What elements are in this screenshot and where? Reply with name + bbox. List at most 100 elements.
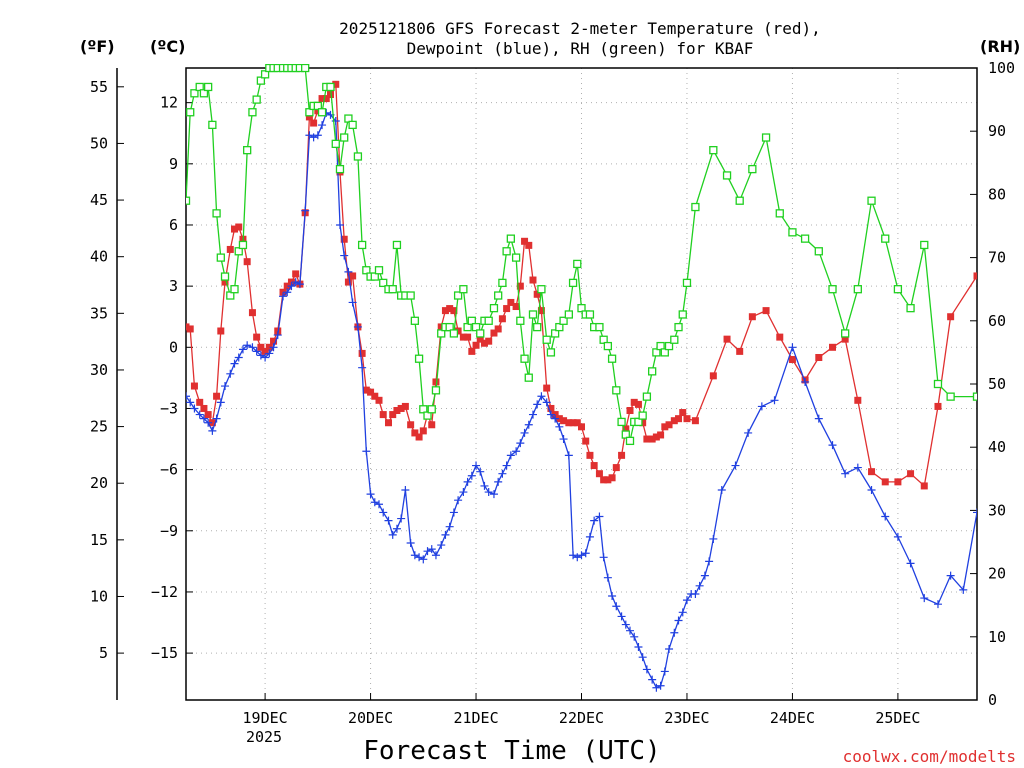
data-point	[642, 392, 652, 401]
data-point	[283, 288, 292, 297]
rh-tick-label: 0	[988, 691, 997, 709]
data-point	[344, 114, 353, 123]
data-point	[348, 298, 357, 307]
data-point	[906, 304, 915, 313]
data-point	[565, 419, 573, 427]
data-point	[204, 418, 213, 427]
data-point	[881, 234, 890, 243]
data-point	[423, 411, 432, 420]
data-point	[234, 247, 243, 256]
data-point	[881, 512, 890, 521]
data-point	[660, 667, 669, 676]
data-point	[313, 101, 322, 111]
data-point	[612, 386, 621, 395]
data-point	[853, 463, 862, 472]
data-point	[190, 382, 198, 390]
data-point	[415, 433, 423, 441]
data-point	[630, 632, 639, 641]
data-point	[322, 95, 330, 103]
data-point	[195, 82, 204, 92]
data-point	[494, 477, 503, 486]
data-point	[511, 253, 521, 262]
data-point	[551, 414, 560, 423]
data-point	[220, 272, 230, 281]
data-point	[212, 414, 221, 423]
data-point	[485, 337, 493, 345]
data-point	[238, 240, 248, 250]
data-point	[305, 131, 314, 140]
data-point	[626, 626, 635, 635]
data-point	[248, 108, 257, 117]
data-point	[595, 512, 604, 521]
data-point	[670, 417, 678, 425]
data-point	[471, 322, 481, 332]
data-point	[973, 508, 977, 517]
data-point	[664, 341, 674, 351]
data-point	[463, 322, 472, 332]
data-point	[661, 423, 669, 431]
rh-tick-label: 30	[988, 501, 1006, 519]
data-point	[920, 240, 929, 250]
data-point	[528, 410, 537, 419]
data-point	[392, 240, 402, 250]
series-relative-humidity	[186, 64, 977, 446]
data-point	[569, 419, 577, 427]
data-point	[464, 333, 472, 341]
data-point	[748, 313, 756, 321]
data-point	[551, 411, 559, 419]
data-point	[208, 426, 217, 435]
data-point	[516, 316, 525, 325]
data-point	[841, 469, 850, 478]
credit-label: coolwx.com/modelts	[843, 747, 1016, 766]
data-point	[375, 500, 384, 509]
data-point	[441, 530, 450, 539]
celsius-tick-label: −12	[151, 583, 178, 601]
data-point	[326, 91, 334, 99]
data-point	[674, 322, 683, 332]
data-point	[427, 545, 436, 554]
data-point	[595, 322, 604, 332]
data-point	[520, 354, 529, 363]
fahrenheit-tick-label: 45	[90, 191, 108, 209]
data-point	[384, 516, 393, 525]
x-tick-label: 23DEC	[664, 709, 709, 727]
data-point	[603, 341, 613, 351]
data-point	[608, 474, 616, 482]
data-point	[454, 496, 463, 505]
data-point	[920, 482, 928, 490]
data-point	[626, 407, 634, 415]
data-point	[893, 285, 903, 294]
data-point	[406, 291, 415, 300]
data-point	[310, 119, 318, 127]
data-point	[678, 608, 687, 617]
data-point	[683, 415, 691, 423]
x-tick-label: 24DEC	[770, 709, 815, 727]
data-point	[392, 524, 401, 533]
data-point	[208, 120, 217, 130]
data-point	[305, 113, 313, 121]
data-point	[388, 530, 397, 539]
data-point	[625, 436, 635, 446]
data-point	[230, 359, 239, 368]
data-point	[248, 343, 257, 352]
data-point	[638, 653, 647, 662]
data-point	[607, 354, 617, 363]
unit-c-label: (ºC)	[150, 37, 185, 56]
data-point	[946, 392, 955, 401]
data-point	[340, 251, 349, 260]
data-point	[946, 571, 955, 580]
data-point	[604, 476, 612, 484]
data-point	[516, 282, 524, 290]
data-point	[603, 573, 612, 582]
data-point	[243, 341, 252, 350]
data-point	[463, 477, 472, 486]
data-point	[665, 645, 674, 654]
axis-ticks: 129630−3−6−9−12−155550454035302520151051…	[90, 59, 1015, 727]
data-point	[301, 206, 310, 215]
data-point	[449, 508, 458, 517]
data-point	[546, 348, 556, 357]
data-point	[722, 171, 732, 180]
data-point	[585, 532, 594, 541]
x-tick-label: 20DEC	[348, 709, 393, 727]
data-point	[374, 266, 384, 275]
